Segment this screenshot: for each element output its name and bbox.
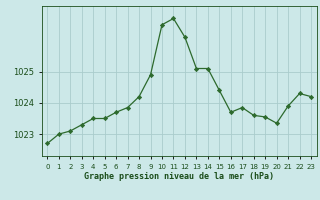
X-axis label: Graphe pression niveau de la mer (hPa): Graphe pression niveau de la mer (hPa): [84, 172, 274, 181]
